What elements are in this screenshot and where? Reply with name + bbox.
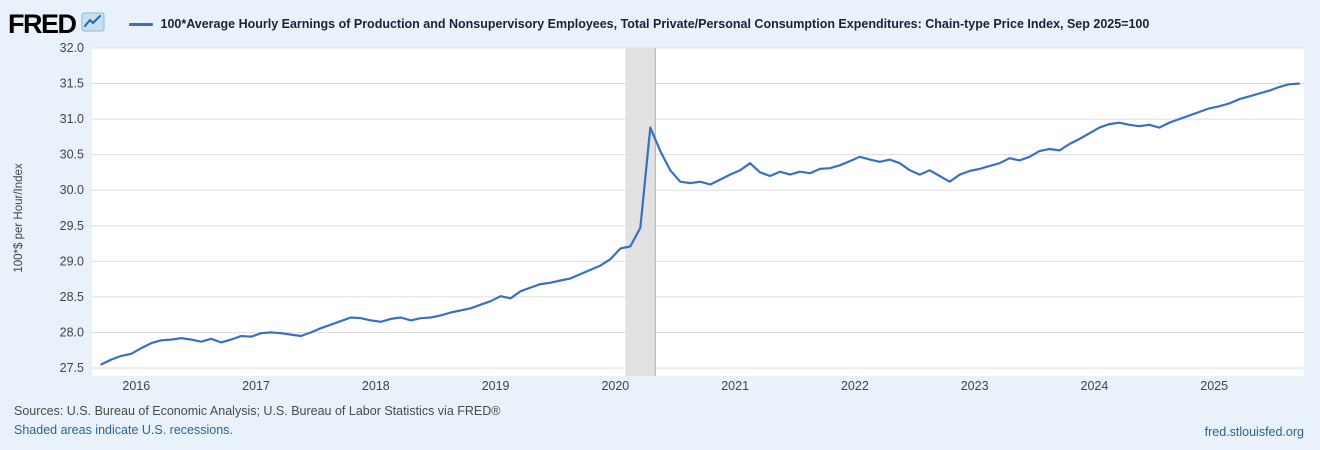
fred-url-link[interactable]: fred.stlouisfed.org: [1204, 424, 1304, 439]
x-tick-label: 2025: [1200, 379, 1228, 393]
x-tick-label: 2017: [242, 379, 270, 393]
y-tick-label: 28.5: [60, 290, 84, 304]
y-tick-label: 29.5: [60, 219, 84, 233]
y-tick-label: 29.0: [60, 254, 84, 268]
y-tick-label: 27.5: [60, 361, 84, 375]
sources-text: Sources: U.S. Bureau of Economic Analysi…: [14, 404, 501, 418]
y-tick-label: 32.0: [60, 42, 84, 55]
x-tick-label: 2021: [721, 379, 749, 393]
x-tick-label: 2024: [1081, 379, 1109, 393]
y-axis-title: 100*$ per Hour/Index: [13, 163, 25, 273]
x-tick-label: 2018: [362, 379, 390, 393]
data-series-line: [100, 82, 1301, 366]
chart-footer: Sources: U.S. Bureau of Economic Analysi…: [8, 394, 1310, 440]
chart-header: FRED 100*Average Hourly Earnings of Prod…: [8, 6, 1310, 42]
y-tick-label: 30.5: [60, 148, 84, 162]
y-tick-label: 30.0: [60, 183, 84, 197]
y-tick-label: 31.5: [60, 77, 84, 91]
y-axis-title-wrap: 100*$ per Hour/Index: [8, 42, 30, 394]
chart-legend: 100*Average Hourly Earnings of Productio…: [128, 17, 1150, 31]
x-tick-label: 2016: [122, 379, 150, 393]
chart-title: 100*Average Hourly Earnings of Productio…: [160, 17, 1150, 31]
recession-band: [625, 48, 656, 376]
chart-area: 100*$ per Hour/Index 27.5 28.0 28.5 29.0 29.…: [8, 42, 1310, 394]
footer-left: Sources: U.S. Bureau of Economic Analysi…: [14, 402, 501, 440]
series-legend-swatch: [128, 22, 153, 26]
fred-logo-chart-icon: [81, 12, 104, 31]
y-tick-label: 28.0: [60, 325, 84, 339]
x-tick-label: 2019: [482, 379, 510, 393]
x-tick-label: 2022: [841, 379, 869, 393]
recession-note-link[interactable]: Shaded areas indicate U.S. recessions.: [14, 422, 233, 437]
fred-logo-text: FRED: [8, 8, 77, 39]
y-tick-label: 31.0: [60, 112, 84, 126]
plot-background: [92, 48, 1304, 376]
line-chart[interactable]: 27.5 28.0 28.5 29.0 29.5 30.0 30.5 31.0 31.5 32.0…: [30, 42, 1310, 394]
fred-logo[interactable]: FRED: [8, 8, 105, 39]
x-tick-label: 2023: [961, 379, 989, 393]
x-tick-label: 2020: [601, 379, 629, 393]
